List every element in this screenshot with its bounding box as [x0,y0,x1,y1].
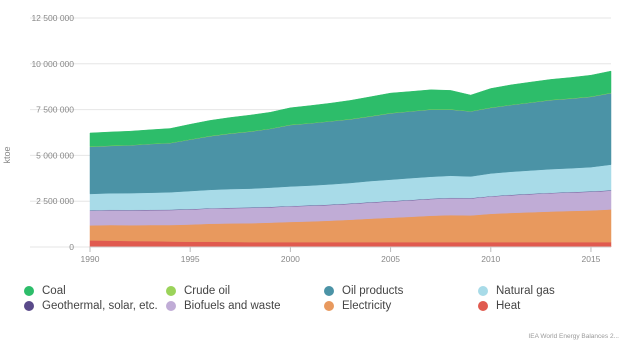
legend-item: Geothermal, solar, etc. [24,300,158,312]
legend-item: Heat [478,300,520,312]
legend-item: Natural gas [478,285,555,297]
legend-label: Natural gas [496,285,555,297]
y-tick-label: 7 500 000 [36,105,74,115]
legend-swatch-icon [478,301,488,311]
legend-label: Coal [42,285,66,297]
area-coal [89,70,612,147]
legend-item: Oil products [324,285,403,297]
axis-layer: 0 2 500 000 5 000 000 7 500 000 10 000 000 12… [31,13,611,264]
legend-label: Oil products [342,285,404,297]
x-tick-label: 1990 [81,254,100,264]
y-tick-label: 5 000 000 [36,150,74,160]
y-tick-label: 0 [69,242,74,252]
legend-item: Coal [24,285,66,297]
y-tick-label: 10 000 000 [31,59,74,69]
x-tick-label: 2010 [481,254,500,264]
legend-item: Biofuels and waste [166,300,281,312]
legend-label: Electricity [342,300,392,312]
legend-label: Heat [496,300,521,312]
x-tick-label: 2000 [281,254,300,264]
legend-item: Crude oil [166,285,230,297]
y-axis-label: ktoe [2,146,12,163]
legend-swatch-icon [324,286,334,296]
legend-label: Crude oil [184,285,231,297]
area-layer [89,70,612,248]
x-tick-label: 1995 [181,254,200,264]
legend-label: Biofuels and waste [184,300,281,312]
legend-label: Geothermal, solar, etc. [42,300,158,312]
legend-swatch-icon [24,301,34,311]
legend-swatch-icon [166,301,176,311]
y-tick-label: 2 500 000 [36,196,74,206]
source-note: IEA World Energy Balances 2... [528,333,619,340]
x-tick-label: 2005 [381,254,400,264]
stacked-area-chart: 0 2 500 000 5 000 000 7 500 000 10 000 000 12… [2,13,612,264]
legend-item: Electricity [324,300,391,312]
legend-swatch-icon [478,286,488,296]
legend-swatch-icon [324,301,334,311]
legend-swatch-icon [166,286,176,296]
legend-swatch-icon [24,286,34,296]
x-tick-label: 2015 [582,254,601,264]
y-tick-label: 12 500 000 [31,13,74,23]
